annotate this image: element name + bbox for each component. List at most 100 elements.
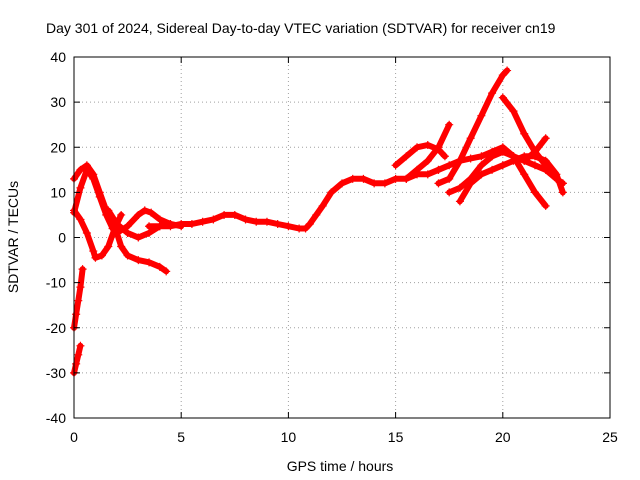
data-point-marker (434, 165, 443, 174)
data-point-marker (530, 188, 539, 197)
data-point-marker (95, 188, 104, 197)
data-point-marker (503, 66, 512, 75)
data-point-marker (391, 174, 400, 183)
y-axis-ticks: -40 -30 -20 -10 0 10 20 30 40 (46, 49, 610, 426)
data-point-marker (488, 147, 497, 156)
data-point-marker (423, 140, 432, 149)
data-point-marker (348, 174, 357, 183)
data-point-marker (155, 215, 164, 224)
data-point-marker (509, 156, 518, 165)
y-tick-label: 40 (50, 49, 66, 65)
series-main (145, 165, 443, 233)
data-point-marker (74, 296, 83, 305)
data-point-marker (262, 217, 271, 226)
y-tick-label: 0 (58, 230, 66, 246)
y-tick-label: 10 (50, 184, 66, 200)
series-t5 (70, 265, 87, 332)
data-point-marker (123, 222, 132, 231)
data-point-marker (455, 183, 464, 192)
data-point-marker (76, 215, 85, 224)
series-e8 (520, 134, 550, 165)
data-point-marker (284, 222, 293, 231)
data-point-marker (209, 215, 218, 224)
data-point-marker (74, 350, 83, 359)
data-point-marker (541, 134, 550, 143)
data-point-marker (359, 174, 368, 183)
data-point-marker (76, 165, 85, 174)
data-point-marker (123, 251, 132, 260)
data-point-marker (177, 219, 186, 228)
data-point-marker (413, 143, 422, 152)
data-point-marker (140, 206, 149, 215)
y-tick-label: -40 (46, 410, 66, 426)
grid (74, 57, 610, 418)
data-point-marker (488, 165, 497, 174)
data-point-marker (145, 258, 154, 267)
data-point-marker (530, 161, 539, 170)
data-point-marker (134, 256, 143, 265)
x-tick-label: 20 (495, 429, 511, 445)
data-point-marker (488, 89, 497, 98)
data-point-marker (541, 156, 550, 165)
data-point-marker (162, 267, 171, 276)
data-point-marker (72, 359, 81, 368)
data-point-marker (520, 170, 529, 179)
series-e4 (402, 120, 454, 183)
y-tick-label: -30 (46, 365, 66, 381)
data-point-marker (104, 242, 113, 251)
x-tick-label: 5 (177, 429, 185, 445)
series-band (71, 342, 84, 376)
data-point-marker (145, 228, 154, 237)
data-point-marker (97, 251, 106, 260)
data-point-marker (145, 222, 154, 231)
data-point-marker (477, 170, 486, 179)
data-point-marker (76, 341, 85, 350)
data-point-marker (477, 161, 486, 170)
data-point-marker (220, 210, 229, 219)
data-point-marker (530, 147, 539, 156)
x-tick-label: 15 (388, 429, 404, 445)
series-band (456, 153, 566, 205)
data-point-marker (541, 201, 550, 210)
data-point-marker (520, 156, 529, 165)
data-point-marker (466, 179, 475, 188)
data-point-marker (434, 143, 443, 152)
data-point-marker (147, 208, 156, 217)
data-point-marker (466, 154, 475, 163)
data-point-marker (312, 210, 321, 219)
data-point-marker (327, 188, 336, 197)
data-point-marker (391, 161, 400, 170)
data-point-marker (498, 71, 507, 80)
data-point-marker (445, 161, 454, 170)
data-point-marker (117, 242, 126, 251)
data-series-group (70, 66, 567, 377)
data-point-marker (402, 174, 411, 183)
data-point-marker (318, 201, 327, 210)
y-tick-label: 20 (50, 139, 66, 155)
data-point-marker (301, 224, 310, 233)
data-point-marker (402, 152, 411, 161)
data-point-marker (413, 165, 422, 174)
data-point-marker (76, 283, 85, 292)
data-point-marker (423, 170, 432, 179)
data-point-marker (520, 129, 529, 138)
data-point-marker (440, 152, 449, 161)
data-point-marker (134, 210, 143, 219)
data-point-marker (445, 174, 454, 183)
data-point-marker (82, 228, 91, 237)
data-point-marker (273, 219, 282, 228)
y-tick-label: 30 (50, 94, 66, 110)
data-point-marker (498, 143, 507, 152)
series-e6 (434, 143, 550, 210)
y-tick-label: -20 (46, 320, 66, 336)
data-point-marker (82, 161, 91, 170)
data-point-marker (155, 222, 164, 231)
data-point-marker (241, 215, 250, 224)
x-axis-ticks: 0 5 10 15 20 25 (70, 57, 618, 445)
chart-title: Day 301 of 2024, Sidereal Day-to-day VTE… (46, 20, 556, 36)
series-t6 (70, 341, 85, 377)
y-axis-label: SDTVAR / TECUs (5, 181, 21, 293)
data-point-marker (89, 247, 98, 256)
series-band (435, 67, 511, 187)
